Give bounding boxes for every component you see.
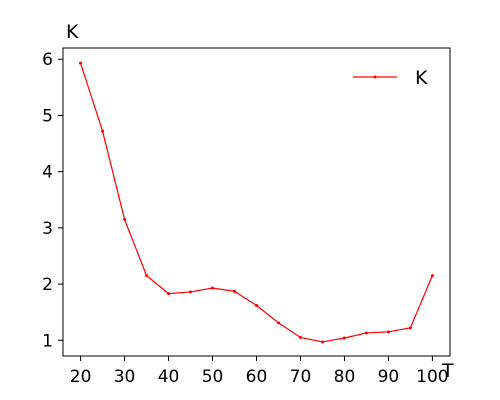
data-point <box>299 336 302 339</box>
x-tick-label: 30 <box>114 367 136 387</box>
data-point <box>255 304 258 307</box>
x-tick-label: 70 <box>290 367 312 387</box>
x-tick-label: 40 <box>158 367 180 387</box>
data-point <box>343 337 346 340</box>
data-point <box>431 274 434 277</box>
data-point <box>233 290 236 293</box>
y-tick-label: 3 <box>42 219 53 239</box>
data-point <box>145 274 148 277</box>
y-tick-label: 4 <box>42 163 53 183</box>
data-point <box>123 218 126 221</box>
legend-marker-sample <box>374 76 377 79</box>
y-axis-label: K <box>66 21 79 43</box>
data-point <box>79 62 82 65</box>
data-point <box>409 326 412 329</box>
x-tick-label: 80 <box>334 367 356 387</box>
data-point <box>365 331 368 334</box>
y-tick-label: 1 <box>42 331 53 351</box>
x-tick-label: 60 <box>246 367 268 387</box>
data-point <box>211 286 214 289</box>
data-point <box>277 321 280 324</box>
data-point <box>321 340 324 343</box>
legend-label: K <box>415 67 428 89</box>
x-tick-label: 90 <box>378 367 400 387</box>
y-tick-label: 2 <box>42 275 53 295</box>
x-axis-label: T <box>441 360 454 382</box>
y-tick-label: 5 <box>42 106 53 126</box>
data-point <box>167 292 170 295</box>
data-point <box>101 130 104 133</box>
x-tick-label: 50 <box>202 367 224 387</box>
data-point <box>387 330 390 333</box>
x-tick-label: 20 <box>70 367 92 387</box>
data-point <box>189 290 192 293</box>
y-tick-label: 6 <box>42 50 53 70</box>
